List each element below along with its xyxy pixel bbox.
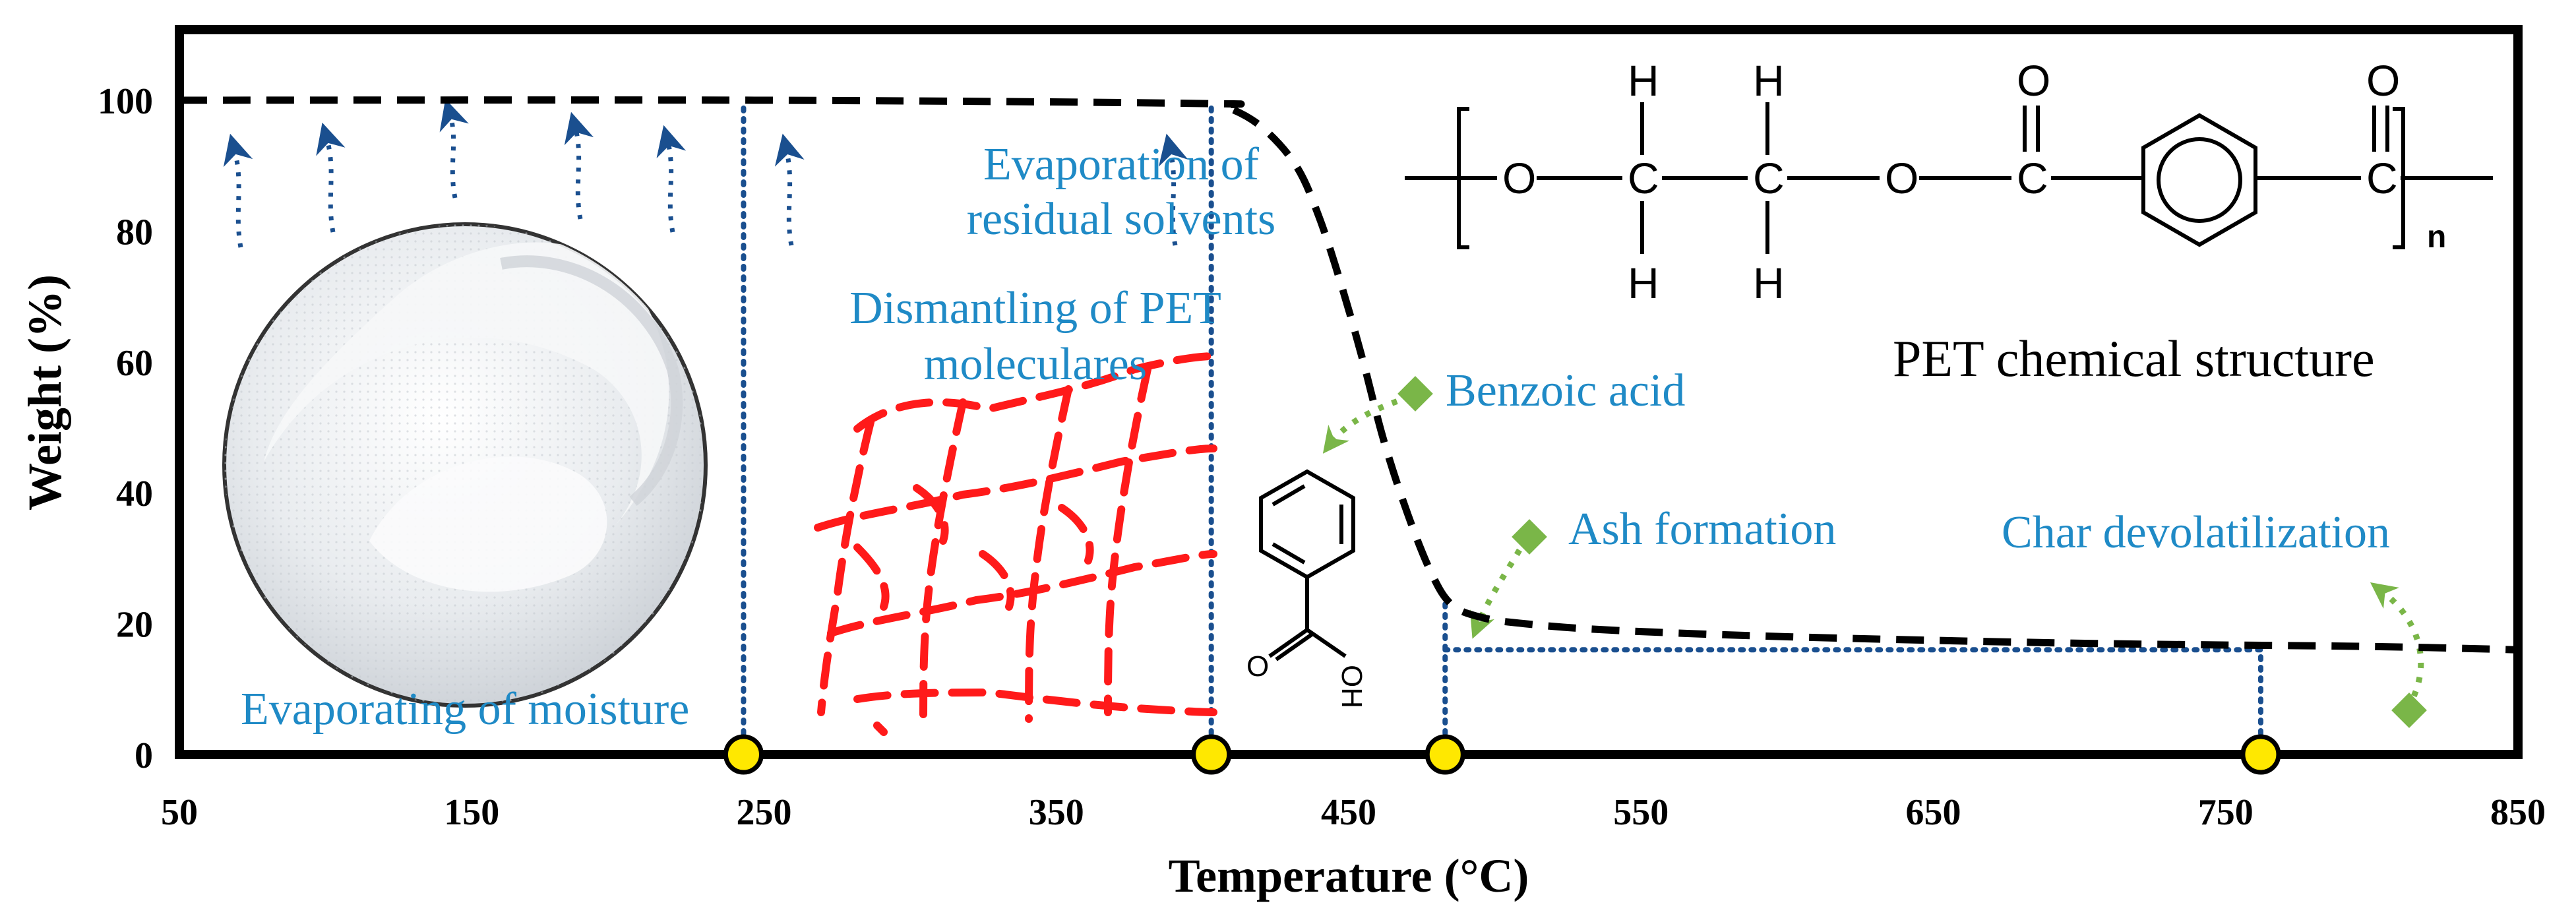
benzoic-acid-structure	[1259, 469, 1355, 661]
x-tick-label: 350	[1029, 792, 1084, 833]
y-tick-label: 0	[135, 735, 153, 776]
svg-text:n: n	[2427, 220, 2446, 255]
label-moisture: Evaporating of moisture	[241, 684, 689, 735]
pet-structure-atoms: O C C O C C H H H H O O n	[1502, 56, 2446, 307]
moisture-arrows	[223, 98, 1188, 248]
svg-text:C: C	[1628, 154, 1659, 202]
x-tick-label: 450	[1321, 792, 1376, 833]
svg-text:O: O	[2366, 56, 2400, 105]
svg-text:H: H	[1628, 259, 1659, 307]
label-pet-structure: PET chemical structure	[1893, 330, 2375, 387]
transition-marker	[723, 734, 764, 775]
y-tick-label: 100	[98, 81, 153, 122]
label-evaporation-solvents-1: Evaporation of	[983, 139, 1260, 190]
y-tick-label: 20	[116, 605, 153, 646]
pet-structure-bonds	[1405, 102, 2493, 254]
label-char-devolatilization: Char devolatilization	[2002, 507, 2390, 558]
label-benzoic-acid: Benzoic acid	[1446, 365, 1685, 416]
x-tick-label: 50	[161, 792, 198, 833]
svg-text:H: H	[1753, 56, 1785, 105]
svg-text:O: O	[2017, 56, 2050, 105]
transition-marker	[1191, 734, 1232, 775]
y-axis-title: Weight (%)	[18, 274, 71, 510]
svg-text:C: C	[1753, 154, 1785, 202]
fabric-photo	[222, 222, 708, 708]
svg-text:C: C	[2017, 154, 2048, 202]
label-dismantling-2: moleculares	[924, 339, 1147, 390]
svg-text:O: O	[1885, 154, 1918, 202]
y-tick-label: 80	[116, 212, 153, 253]
svg-text:O: O	[1502, 154, 1536, 202]
label-dismantling-1: Dismantling of PET	[849, 283, 1221, 334]
svg-text:H: H	[1628, 56, 1659, 105]
transition-markers	[723, 734, 2281, 775]
x-tick-label: 550	[1613, 792, 1669, 833]
plot-frame	[175, 25, 2523, 759]
x-tick-label: 750	[2198, 792, 2254, 833]
y-tick-label: 60	[116, 343, 153, 384]
transition-marker	[2240, 734, 2281, 775]
x-tick-label: 250	[737, 792, 792, 833]
svg-text:C: C	[2366, 154, 2398, 202]
svg-text:H: H	[1753, 259, 1785, 307]
region-lines	[741, 98, 2263, 757]
label-ash-formation: Ash formation	[1568, 504, 1836, 555]
x-axis-title: Temperature (°C)	[1169, 849, 1529, 902]
x-tick-label: 650	[1906, 792, 1961, 833]
x-tick-label: 150	[444, 792, 499, 833]
y-tick-label: 40	[116, 474, 153, 514]
transition-marker	[1425, 734, 1465, 775]
label-evaporation-solvents-2: residual solvents	[967, 194, 1276, 245]
tga-curve	[179, 96, 2519, 654]
pet-fiber-fragments	[814, 352, 1217, 736]
axis-ticks: 50 150 250 350 450 550 650 750 850 0 20 40 60 80 100	[98, 81, 2546, 833]
benzoic-o-atom: O	[1246, 650, 1269, 683]
benzoic-oh-group: OH	[1335, 665, 1368, 708]
x-tick-label: 850	[2490, 792, 2546, 833]
